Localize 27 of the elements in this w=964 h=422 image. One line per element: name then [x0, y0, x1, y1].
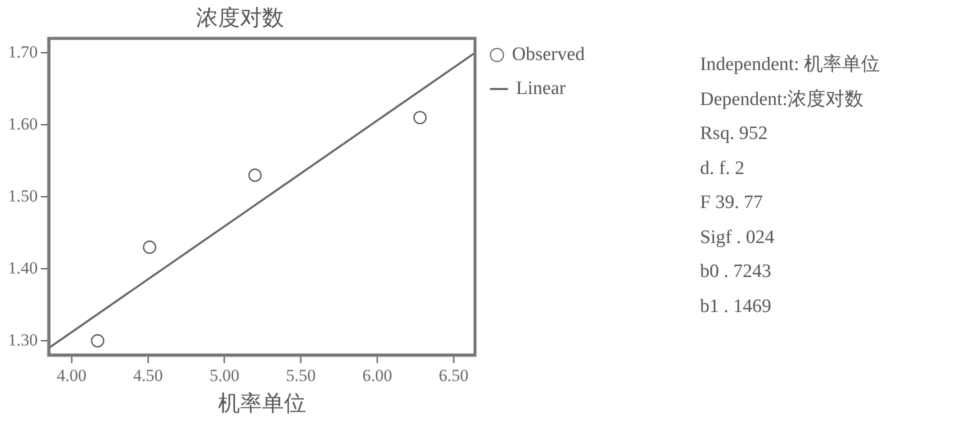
x-axis-title: 机率单位: [218, 390, 306, 416]
x-tick-label: 4.00: [56, 366, 87, 385]
y-tick-label: 1.60: [8, 114, 38, 134]
text: b0 . 7243: [700, 260, 772, 284]
text: d. f. 2: [700, 156, 746, 180]
text: Independent: 机率单位: [700, 53, 880, 77]
text: b1 . 1469: [700, 294, 772, 318]
x-tick-label: 5.50: [286, 366, 316, 385]
text: F 39. 77: [700, 191, 764, 215]
y-tick-label: 1.70: [8, 42, 38, 62]
text: Dependent:浓度对数: [700, 88, 865, 112]
y-tick-label: 1.40: [8, 258, 38, 278]
legend-label: Linear: [516, 77, 566, 101]
chart-title: 浓度对数: [196, 4, 284, 30]
text: Rsq. 952: [700, 122, 769, 146]
x-tick-label: 4.50: [133, 366, 163, 385]
x-tick-label: 6.50: [438, 366, 468, 385]
point: [413, 110, 427, 124]
point: [248, 168, 262, 182]
y-tick-label: 1.30: [8, 330, 38, 350]
point: [90, 334, 104, 348]
x-tick-label: 5.00: [210, 366, 240, 385]
point: [142, 240, 156, 254]
y-tick-label: 1.50: [8, 186, 38, 206]
x-tick-label: 6.00: [362, 366, 392, 385]
text: Sigf . 024: [700, 226, 776, 250]
legend-label: Observed: [512, 43, 585, 67]
